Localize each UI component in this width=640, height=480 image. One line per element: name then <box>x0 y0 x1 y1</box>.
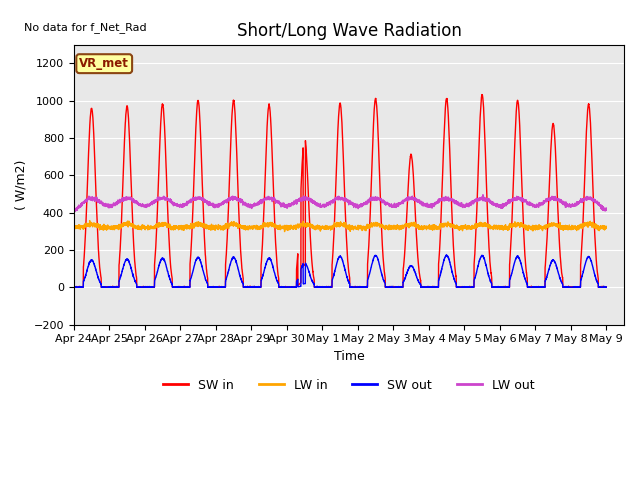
LW out <box>70 209 77 215</box>
SW in <box>602 284 610 290</box>
Text: VR_met: VR_met <box>79 57 129 70</box>
SW out <box>166 275 173 281</box>
SW out <box>460 284 467 290</box>
LW in <box>602 226 609 231</box>
X-axis label: Time: Time <box>333 350 364 363</box>
LW out <box>430 203 438 208</box>
LW out <box>490 202 497 208</box>
LW in <box>86 218 93 224</box>
Line: SW out: SW out <box>74 255 606 287</box>
SW in <box>490 284 497 290</box>
SW out <box>320 284 328 290</box>
LW out <box>602 207 609 213</box>
SW out <box>490 284 497 290</box>
SW in <box>460 284 467 289</box>
LW out <box>70 209 78 215</box>
SW in <box>320 284 328 290</box>
Line: LW in: LW in <box>74 221 606 232</box>
LW in <box>281 229 289 235</box>
SW in <box>602 284 609 290</box>
LW in <box>321 225 328 230</box>
SW out <box>430 284 438 290</box>
LW out <box>602 207 610 213</box>
LW out <box>460 202 467 208</box>
LW out <box>166 199 173 204</box>
LW in <box>460 224 467 230</box>
LW in <box>70 225 77 231</box>
Legend: SW in, LW in, SW out, LW out: SW in, LW in, SW out, LW out <box>158 374 540 396</box>
LW out <box>479 192 487 198</box>
SW out <box>602 284 609 290</box>
LW in <box>430 225 438 230</box>
LW in <box>490 223 497 228</box>
LW in <box>602 224 610 229</box>
SW in <box>70 284 77 289</box>
Text: No data for f_Net_Rad: No data for f_Net_Rad <box>24 22 147 33</box>
LW in <box>166 224 173 230</box>
Title: Short/Long Wave Radiation: Short/Long Wave Radiation <box>237 22 461 40</box>
LW out <box>320 204 328 209</box>
SW in <box>166 248 173 254</box>
SW in <box>430 284 438 290</box>
SW out <box>602 284 610 290</box>
SW in <box>478 92 486 97</box>
Y-axis label: ( W/m2): ( W/m2) <box>15 159 28 210</box>
Line: LW out: LW out <box>74 195 606 212</box>
SW out <box>442 252 450 258</box>
Line: SW in: SW in <box>74 95 606 287</box>
SW in <box>70 284 77 290</box>
SW out <box>70 284 77 290</box>
